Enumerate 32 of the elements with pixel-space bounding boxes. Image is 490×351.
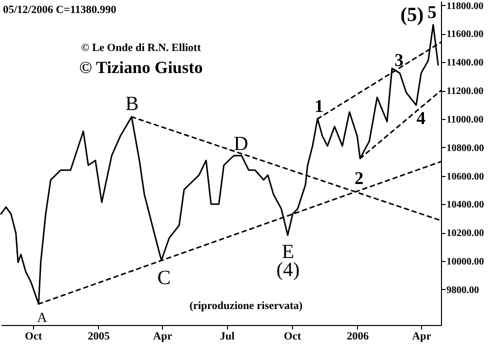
y-tick-label: 10200.00 bbox=[446, 228, 484, 240]
x-tick-label: Oct bbox=[24, 330, 42, 342]
annotation: 2 bbox=[354, 168, 364, 188]
annotation: A bbox=[36, 311, 48, 326]
x-tick-label: 2005 bbox=[88, 330, 110, 342]
chart-title: 05/12/2006 C=11380.990 bbox=[3, 4, 117, 16]
annotation: © Tiziano Giusto bbox=[79, 58, 203, 77]
x-tick-label: Apr bbox=[153, 330, 172, 342]
y-tick-label: 11000.00 bbox=[446, 114, 484, 126]
annotation: C bbox=[157, 267, 171, 289]
annotation: (5) bbox=[400, 4, 424, 26]
annotation: D bbox=[234, 133, 248, 155]
annotation: 3 bbox=[394, 50, 404, 70]
y-tick-label: 10400.00 bbox=[446, 200, 484, 211]
x-tick-label: 2006 bbox=[346, 330, 370, 342]
y-tick-label: 11200.00 bbox=[446, 86, 484, 98]
y-tick-label: 9800.00 bbox=[446, 284, 479, 296]
y-tick-label: 10600.00 bbox=[446, 171, 484, 182]
y-tick-label: 11600.00 bbox=[446, 29, 484, 40]
annotation: (riproduzione riservata) bbox=[189, 300, 303, 312]
x-tick-label: Apr bbox=[412, 330, 432, 342]
annotation: 5 bbox=[428, 2, 436, 22]
y-tick-label: 11400.00 bbox=[446, 58, 484, 69]
y-tick-label: 11800.00 bbox=[446, 0, 484, 12]
annotation: © Le Onde di R.N. Elliott bbox=[81, 42, 202, 54]
annotation: B bbox=[125, 93, 139, 115]
y-tick-label: 10800.00 bbox=[446, 142, 484, 154]
y-tick-label: 10000.00 bbox=[446, 256, 484, 268]
annotation: 4 bbox=[416, 108, 426, 128]
x-tick-label: Jul bbox=[220, 330, 235, 342]
annotation: 1 bbox=[314, 96, 324, 116]
x-tick-label: Oct bbox=[284, 330, 302, 342]
